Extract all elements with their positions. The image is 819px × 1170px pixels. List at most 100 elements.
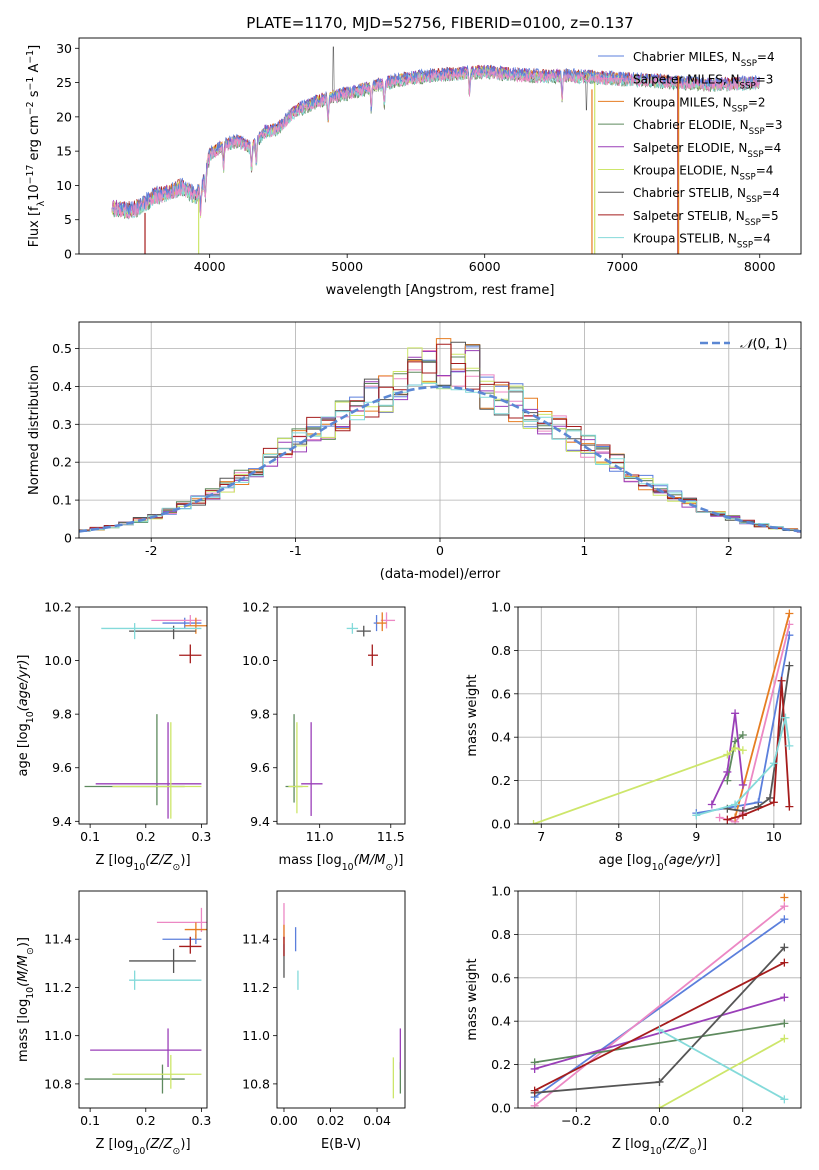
x-tick-label: 0.2 xyxy=(733,1113,753,1128)
y-tick-label: 11.2 xyxy=(44,980,72,995)
y-tick-label: 9.6 xyxy=(250,760,270,775)
weight-marker xyxy=(530,1101,539,1108)
x-tick-label: 0.3 xyxy=(191,1113,211,1128)
weight-marker xyxy=(692,811,701,820)
y-tick-label: 11.0 xyxy=(44,1028,72,1043)
axes-frame xyxy=(78,890,208,1109)
x-tick-label: 7000 xyxy=(606,259,638,274)
figure-title: PLATE=1170, MJD=52756, FIBERID=0100, z=0… xyxy=(246,14,633,32)
axes-spectrum: 4000 5000 6000 7000 8000 0 5 10 15 20 25 30 waveleng… xyxy=(25,37,802,298)
y-tick-label: 1.0 xyxy=(491,884,511,899)
weight-marker xyxy=(723,750,732,759)
x-axis-label: (data-model)/error xyxy=(380,567,501,582)
x-tick-label: 0.0 xyxy=(650,1113,670,1128)
y-tick-label: 11.0 xyxy=(242,1028,270,1043)
y-tick-label: 0.0 xyxy=(491,1101,511,1116)
weight-marker xyxy=(529,820,538,824)
x-axis-label: E(B-V) xyxy=(321,1137,361,1152)
axes-residual_histogram: -2 -1 0 1 2 0 0.1 0.2 0.3 0.4 0.5 (data-model)/erro… xyxy=(27,321,802,582)
weight-marker xyxy=(723,815,732,824)
weight-marker xyxy=(707,800,716,809)
weight-marker xyxy=(780,915,789,924)
axes-frame xyxy=(78,321,802,539)
y-tick-label: 10.8 xyxy=(44,1076,72,1091)
y-tick-label: 0.8 xyxy=(491,643,511,658)
y-tick-label: 0.3 xyxy=(52,417,72,432)
axes-frame xyxy=(78,606,208,825)
y-tick-label: 9.8 xyxy=(52,707,72,722)
weight-marker xyxy=(780,1019,789,1028)
weight-line xyxy=(534,1022,785,1064)
y-tick-label: 1.0 xyxy=(491,600,511,615)
weight-line xyxy=(734,613,791,818)
axes-frame xyxy=(78,37,802,255)
x-tick-label: −0.2 xyxy=(561,1113,591,1128)
spectrum-line xyxy=(111,68,760,220)
weight-line xyxy=(659,1037,785,1108)
axes-ebv_vs_mass: 0.00 0.02 0.04 10.8 11.0 11.2 11.4 E(B-V) xyxy=(242,890,406,1152)
plot-area-residual_histogram xyxy=(79,338,801,533)
legend-entry: Salpeter STELIB, NSSP=5 xyxy=(633,209,779,228)
weight-line xyxy=(533,747,744,824)
axes-z_vs_mass: 0.1 0.2 0.3 10.8 11.0 11.2 11.4 Z [log10(Z/Z⊙)]… xyxy=(16,890,211,1157)
y-tick-label: 25 xyxy=(56,75,72,90)
legend-entry: Chabrier ELODIE, NSSP=3 xyxy=(633,118,782,137)
weight-marker xyxy=(738,731,747,740)
y-axis-label: Normed distribution xyxy=(27,365,42,495)
weight-marker xyxy=(731,709,740,718)
weight-line xyxy=(534,905,785,1107)
x-tick-label: -1 xyxy=(289,543,301,558)
weight-marker xyxy=(785,661,794,670)
x-tick-label: 0.2 xyxy=(136,829,156,844)
weight-marker xyxy=(655,1104,664,1108)
y-tick-label: 20 xyxy=(56,109,72,124)
x-axis-label: wavelength [Angstrom, rest frame] xyxy=(326,283,555,298)
x-axis-label: mass [log10(M/M⊙)] xyxy=(279,853,404,873)
weight-marker xyxy=(530,1086,539,1095)
y-tick-label: 11.4 xyxy=(242,932,270,947)
x-tick-label: 8000 xyxy=(744,259,776,274)
y-axis-label: mass weight xyxy=(465,674,480,756)
plot-area-z_vs_age xyxy=(84,615,207,819)
y-tick-label: 0.6 xyxy=(491,686,511,701)
y-tick-label: 0 xyxy=(64,531,72,546)
weight-marker xyxy=(780,893,789,902)
spectrum-legend: Chabrier MILES, NSSP=4 Salpeter MILES, NS… xyxy=(598,50,782,251)
legend-entry: Salpeter ELODIE, NSSP=4 xyxy=(633,141,781,160)
y-tick-label: 0.8 xyxy=(491,927,511,942)
x-tick-label: 0.1 xyxy=(80,1113,100,1128)
y-tick-label: 0.2 xyxy=(491,1057,511,1072)
weight-marker xyxy=(655,1077,664,1086)
weight-marker xyxy=(731,800,740,809)
x-tick-label: 0 xyxy=(436,543,444,558)
legend-entry: Chabrier STELIB, NSSP=4 xyxy=(633,186,780,205)
x-tick-label: 4000 xyxy=(194,259,226,274)
y-tick-label: 10.2 xyxy=(242,600,270,615)
weight-marker xyxy=(738,746,747,755)
legend-entry: Kroupa MILES, NSSP=2 xyxy=(633,95,766,114)
weight-marker xyxy=(715,813,724,822)
x-tick-label: 1 xyxy=(580,543,588,558)
x-tick-label: 5000 xyxy=(331,259,363,274)
y-tick-label: 30 xyxy=(56,41,72,56)
x-tick-label: 11.0 xyxy=(306,829,334,844)
axes-z_vs_age: 0.1 0.2 0.3 9.4 9.6 9.8 10.0 10.2 Z [log10(Z/Z⊙)… xyxy=(16,600,211,873)
axes-frame xyxy=(276,606,406,825)
weight-marker xyxy=(738,811,747,820)
x-axis-label: Z [log10(Z/Z⊙)] xyxy=(95,853,190,873)
x-tick-label: 11.5 xyxy=(377,829,405,844)
y-tick-label: 0 xyxy=(64,247,72,262)
y-tick-label: 9.6 xyxy=(52,760,72,775)
x-tick-label: 10 xyxy=(766,829,782,844)
y-tick-label: 0.2 xyxy=(491,773,511,788)
y-tick-label: 10.0 xyxy=(44,653,72,668)
weight-line xyxy=(534,918,785,1098)
x-tick-label: -2 xyxy=(145,543,157,558)
legend-entry: Chabrier MILES, NSSP=4 xyxy=(633,50,775,69)
y-tick-label: 0.0 xyxy=(491,817,511,832)
x-tick-label: 6000 xyxy=(469,259,501,274)
normal-reference-curve xyxy=(79,385,801,533)
x-tick-label: 8 xyxy=(615,829,623,844)
weight-marker xyxy=(780,943,789,952)
weight-marker xyxy=(781,713,790,722)
